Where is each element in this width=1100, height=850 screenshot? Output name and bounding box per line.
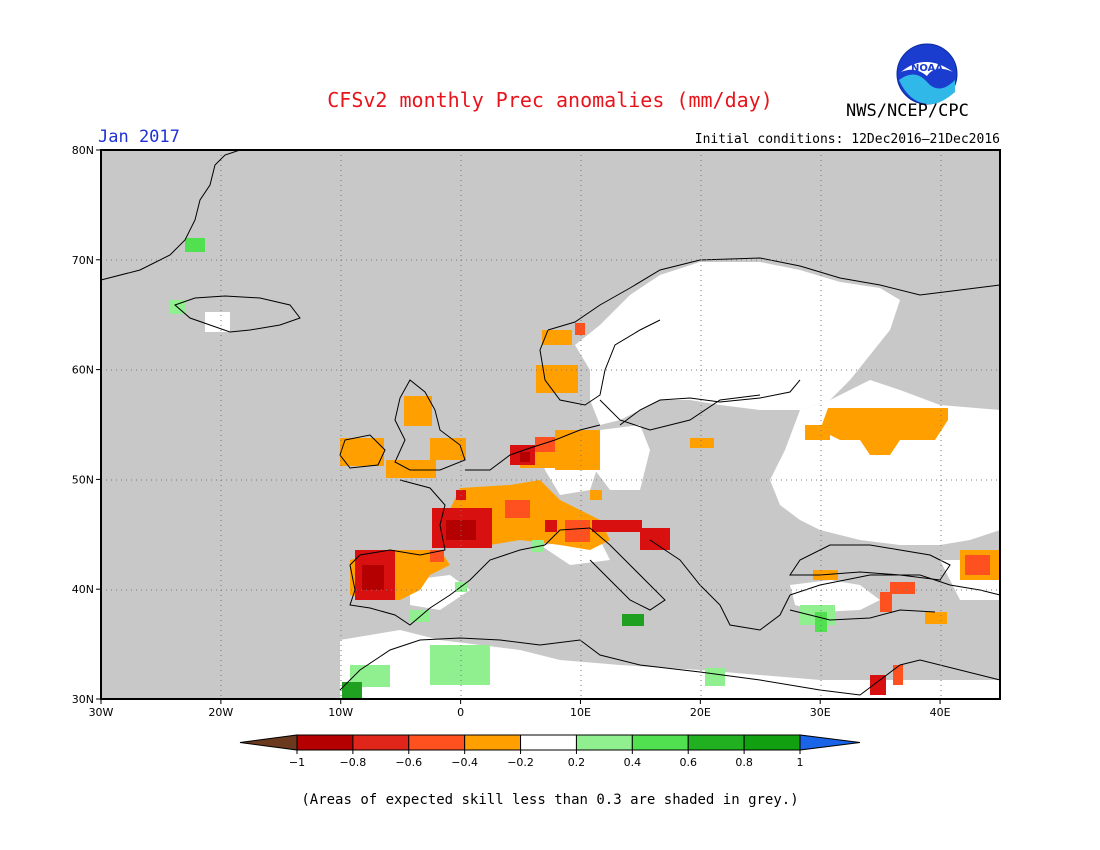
coastlines [100,149,1001,696]
longitude-ticks: 30W 20W 10W 0 10E 20E 30E 40E [89,699,951,719]
lat-tick-label: 40N [72,583,94,596]
lon-tick-label: 20E [690,706,711,719]
colorbar-swatch [520,734,577,751]
skill-footnote: (Areas of expected skill less than 0.3 a… [301,792,799,808]
colorbar-label: 0.4 [624,756,642,769]
colorbar-label: −0.2 [507,756,534,769]
colorbar-label: −1 [289,756,305,769]
colorbar-swatch [687,734,745,751]
colorbar-label: −0.4 [451,756,478,769]
colorbar-swatch [408,734,466,751]
noaa-logo: NOAA [896,43,958,105]
initial-conditions: Initial conditions: 12Dec2016–21Dec2016 [694,132,1000,147]
colorbar-label: −0.6 [395,756,422,769]
colorbar-label: 0.8 [735,756,753,769]
lon-tick-label: 10E [570,706,591,719]
colorbar-swatch [575,734,633,751]
lat-tick-label: 50N [72,473,94,486]
logo-text: NOAA [911,63,943,74]
colorbar-swatch [631,734,689,751]
lat-tick-label: 80N [72,144,94,157]
lon-tick-label: 30W [89,706,114,719]
colorbar-swatch [296,734,354,751]
colorbar-label: 0.6 [679,756,697,769]
colorbar-swatch [352,734,410,751]
colorbar-arrow-high [799,734,861,751]
chart-title: CFSv2 monthly Prec anomalies (mm/day) [327,88,773,112]
lat-tick-label: 70N [72,254,94,267]
agency-label: NWS/NCEP/CPC [846,101,969,121]
lon-tick-label: 30E [810,706,831,719]
dry-anomaly-regions [340,323,1000,695]
lon-tick-label: 40E [930,706,951,719]
colorbar-swatch [464,734,522,751]
lat-tick-label: 30N [72,693,94,706]
colorbar-label: 1 [797,756,804,769]
lon-tick-label: 20W [208,706,233,719]
lat-tick-label: 60N [72,364,94,377]
forecast-month: Jan 2017 [98,127,180,147]
colorbar-swatch [743,734,801,751]
latitude-ticks: 80N 70N 60N 50N 40N 30N [72,144,101,706]
colorbar-label: 0.2 [568,756,586,769]
map-frame [100,149,1001,700]
colorbar-arrow-low [239,734,298,751]
lon-tick-label: 0 [457,706,464,719]
colorbar-label: −0.8 [340,756,367,769]
lon-tick-label: 10W [328,706,353,719]
